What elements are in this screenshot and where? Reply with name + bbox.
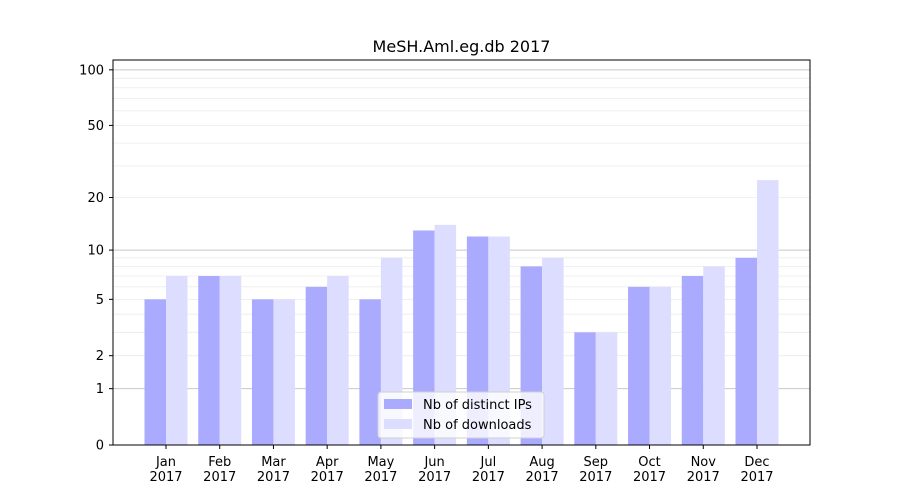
y-tick-label: 0 (96, 439, 104, 454)
x-tick-label: 2017 (579, 470, 612, 485)
bar-downloads (219, 275, 242, 445)
x-tick-label: 2017 (633, 470, 666, 485)
y-tick-label: 10 (87, 244, 104, 259)
bar-downloads (327, 275, 349, 445)
bar-downloads (542, 257, 564, 445)
bar-downloads (595, 332, 618, 445)
bar-downloads (166, 275, 188, 445)
x-tick-label: 2017 (203, 470, 236, 485)
y-tick-label: 5 (96, 293, 104, 308)
bar-distinct-ips (251, 299, 274, 445)
bar-distinct-ips (681, 275, 704, 445)
legend-swatch (384, 419, 412, 429)
x-tick-label: 2017 (364, 470, 397, 485)
legend-box (377, 391, 545, 439)
x-tick-label: 2017 (526, 470, 559, 485)
x-tick-label: May (367, 455, 394, 470)
x-tick-label: Feb (208, 455, 231, 470)
y-tick-label: 100 (79, 63, 104, 78)
bar-distinct-ips (735, 257, 757, 445)
bar-distinct-ips (574, 332, 596, 445)
y-tick-label: 20 (87, 191, 104, 206)
x-tick-label: Jul (480, 455, 497, 470)
plot-frame (112, 59, 811, 446)
x-tick-label: Nov (691, 455, 717, 470)
x-tick-label: Apr (316, 455, 339, 470)
bar-downloads (273, 299, 295, 445)
x-tick-label: Jun (423, 455, 444, 470)
y-tick-label: 1 (96, 382, 104, 397)
bar-distinct-ips (305, 286, 328, 445)
legend-label: Nb of distinct IPs (423, 398, 532, 413)
bar-downloads (649, 286, 672, 445)
bar-downloads (703, 266, 725, 445)
x-tick-label: Mar (261, 455, 286, 470)
bar-distinct-ips (198, 275, 220, 445)
x-tick-label: Sep (584, 455, 609, 470)
bar-distinct-ips (359, 299, 381, 445)
x-tick-label: 2017 (418, 470, 451, 485)
x-tick-label: 2017 (311, 470, 344, 485)
bar-downloads (757, 180, 779, 445)
y-tick-label: 50 (87, 119, 104, 134)
x-tick-label: 2017 (149, 470, 182, 485)
bar-downloads (434, 224, 457, 445)
x-tick-label: Jan (155, 455, 176, 470)
bar-distinct-ips (144, 299, 166, 445)
legend-swatch (384, 399, 412, 409)
x-tick-label: Oct (638, 455, 660, 470)
x-tick-label: Dec (744, 455, 769, 470)
x-tick-label: Aug (529, 455, 554, 470)
x-tick-label: 2017 (687, 470, 720, 485)
x-tick-label: 2017 (740, 470, 773, 485)
bar-distinct-ips (413, 230, 435, 445)
bar-distinct-ips (628, 286, 650, 445)
legend-label: Nb of downloads (423, 418, 532, 433)
x-tick-label: 2017 (257, 470, 290, 485)
chart-title: MeSH.Aml.eg.db 2017 (373, 37, 551, 56)
y-tick-label: 2 (96, 349, 104, 364)
x-tick-label: 2017 (472, 470, 505, 485)
